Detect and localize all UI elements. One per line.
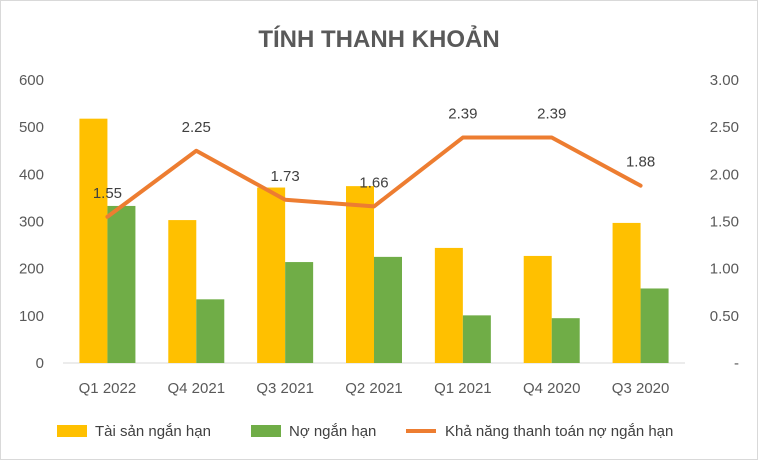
ratio-data-label: 1.73 bbox=[271, 168, 300, 185]
x-tick-label: Q3 2020 bbox=[612, 380, 670, 397]
y-left-tick-label: 0 bbox=[36, 355, 44, 372]
x-tick-label: Q4 2020 bbox=[523, 380, 581, 397]
y-left-tick-label: 600 bbox=[19, 72, 44, 89]
y-right-tick-label: 1.50 bbox=[710, 214, 739, 231]
bar-no-ngan-han bbox=[462, 315, 491, 363]
axes: 0 100 200 300 400 500 600 - 0.50 1.00 1.50 2.00 2.50… bbox=[19, 72, 739, 397]
bar-no-ngan-han bbox=[374, 256, 402, 363]
data-labels: 1.55 2.25 1.73 1.66 2.39 2.39 1.88 bbox=[93, 106, 655, 202]
y-right-tick-label: 2.50 bbox=[710, 119, 739, 136]
x-tick-label: Q1 2021 bbox=[434, 380, 492, 397]
bar-tai-san-ngan-han bbox=[346, 186, 374, 363]
x-tick-label: Q3 2021 bbox=[256, 380, 314, 397]
bar-no-ngan-han bbox=[196, 299, 225, 363]
y-left-tick-label: 300 bbox=[19, 214, 44, 231]
ratio-data-label: 2.39 bbox=[448, 106, 477, 123]
ratio-data-label: 2.39 bbox=[537, 106, 566, 123]
y-left-tick-label: 500 bbox=[19, 119, 44, 136]
ratio-line bbox=[105, 135, 643, 219]
y-right-tick-label: 2.00 bbox=[710, 166, 739, 183]
y-left-tick-label: 100 bbox=[19, 308, 44, 325]
x-tick-label: Q2 2021 bbox=[345, 380, 403, 397]
bar-tai-san-ngan-han bbox=[612, 222, 641, 363]
ratio-line-path bbox=[105, 135, 643, 219]
x-tick-label: Q1 2022 bbox=[79, 380, 137, 397]
y-right-tick-label: 1.00 bbox=[710, 261, 739, 278]
bar-tai-san-ngan-han bbox=[257, 187, 286, 363]
bar-no-ngan-han bbox=[551, 318, 580, 363]
x-tick-label: Q4 2021 bbox=[168, 380, 226, 397]
ratio-data-label: 1.66 bbox=[359, 174, 388, 191]
y-right-tick-label: 3.00 bbox=[710, 72, 739, 89]
ratio-data-label: 1.55 bbox=[93, 185, 122, 202]
legend: Tài sản ngắn hạn Nợ ngắn hạn Khả năng than… bbox=[57, 423, 673, 440]
bar-no-ngan-han bbox=[285, 262, 314, 363]
y-left-tick-label: 200 bbox=[19, 261, 44, 278]
bar-tai-san-ngan-han bbox=[168, 220, 197, 363]
y-right-tick-label: - bbox=[734, 355, 739, 372]
y-left-tick-label: 400 bbox=[19, 166, 44, 183]
bar-no-ngan-han bbox=[107, 205, 136, 363]
legend-swatch-tai-san bbox=[57, 425, 87, 437]
bar-tai-san-ngan-han bbox=[79, 118, 108, 363]
bars bbox=[79, 118, 669, 363]
y-right-tick-label: 0.50 bbox=[710, 308, 739, 325]
legend-label-tai-san: Tài sản ngắn hạn bbox=[95, 423, 211, 440]
ratio-data-label: 1.88 bbox=[626, 154, 655, 171]
legend-label-kha-nang: Khả năng thanh toán nợ ngắn hạn bbox=[445, 423, 673, 440]
bar-tai-san-ngan-han bbox=[523, 255, 552, 363]
bar-tai-san-ngan-han bbox=[434, 247, 463, 363]
chart-title: TÍNH THANH KHOẢN bbox=[258, 24, 499, 53]
bar-no-ngan-han bbox=[640, 288, 669, 363]
ratio-data-label: 2.25 bbox=[182, 119, 211, 136]
legend-swatch-no bbox=[251, 425, 281, 437]
legend-label-no: Nợ ngắn hạn bbox=[289, 423, 376, 440]
